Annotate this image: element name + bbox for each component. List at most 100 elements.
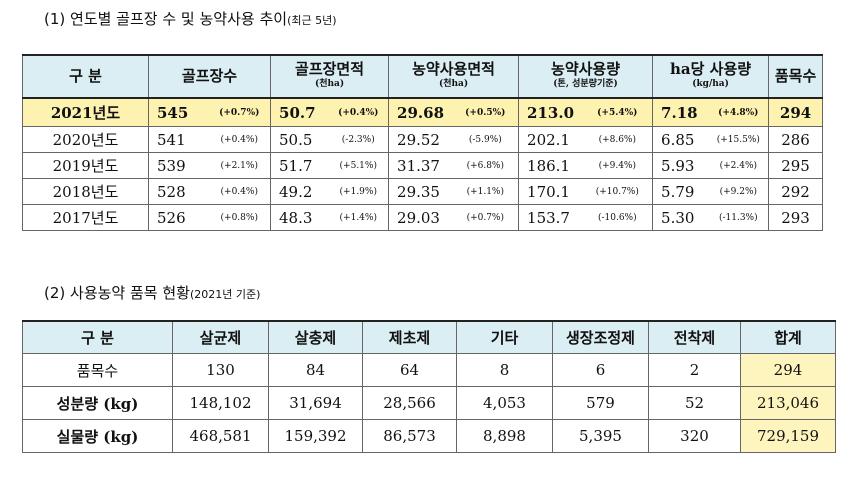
header-cell: 기타 bbox=[456, 320, 553, 354]
value-cell: 64 bbox=[362, 353, 457, 387]
change-cell: (-2.3%) bbox=[328, 126, 390, 153]
value-cell: 50.7 bbox=[270, 97, 329, 127]
value-cell: 541 bbox=[148, 126, 209, 153]
header-cell: 골프장수 bbox=[147, 54, 272, 99]
value-cell: 526 bbox=[148, 204, 209, 231]
value-cell: 186.1 bbox=[518, 152, 583, 179]
change-cell: (+5.1%) bbox=[328, 152, 390, 179]
change-cell: (+1.4%) bbox=[328, 204, 390, 231]
header-label: 구 분 bbox=[69, 67, 102, 85]
row-label: 2020년도 bbox=[22, 126, 149, 153]
value-cell: 213.0 bbox=[518, 97, 583, 127]
title-note: (최근 5년) bbox=[287, 14, 337, 27]
header-cell: 농약사용면적 (천ha) bbox=[388, 54, 520, 99]
header-cell: 제초제 bbox=[362, 320, 457, 354]
value-cell: 320 bbox=[648, 419, 741, 453]
change-cell: (+4.8%) bbox=[708, 97, 770, 127]
change-cell: (+0.7%) bbox=[452, 204, 520, 231]
value-cell: 130 bbox=[172, 353, 269, 387]
value-cell: 292 bbox=[768, 178, 824, 205]
value-cell: 6 bbox=[552, 353, 649, 387]
value-cell: 29.52 bbox=[388, 126, 453, 153]
value-cell: 49.2 bbox=[270, 178, 329, 205]
change-cell: (+15.5%) bbox=[708, 126, 770, 153]
value-cell: 729,159 bbox=[740, 419, 836, 453]
header-sub: (kg/ha) bbox=[692, 78, 729, 89]
value-cell: 5.93 bbox=[652, 152, 709, 179]
header-label: 골프장수 bbox=[181, 67, 238, 85]
value-cell: 51.7 bbox=[270, 152, 329, 179]
change-cell: (+0.4%) bbox=[208, 126, 272, 153]
change-cell: (+10.7%) bbox=[582, 178, 654, 205]
change-cell: (-5.9%) bbox=[452, 126, 520, 153]
header-cell: ha당 사용량 (kg/ha) bbox=[652, 54, 770, 99]
change-cell: (+1.9%) bbox=[328, 178, 390, 205]
value-cell: 4,053 bbox=[456, 386, 553, 420]
header-cell: 농약사용량 (톤, 성분량기준) bbox=[518, 54, 654, 99]
header-sub: (톤, 성분량기준) bbox=[553, 78, 618, 89]
value-cell: 52 bbox=[648, 386, 741, 420]
value-cell: 50.5 bbox=[270, 126, 329, 153]
value-cell: 5,395 bbox=[552, 419, 649, 453]
value-cell: 5.30 bbox=[652, 204, 709, 231]
value-cell: 6.85 bbox=[652, 126, 709, 153]
table-row: 실물량 (kg) 468,581 159,392 86,573 8,898 5,395 32… bbox=[22, 419, 836, 453]
row-label: 2021년도 bbox=[22, 97, 149, 127]
table-trend: 구 분 골프장수 골프장면적 (천ha) 농약사용면적 (천ha) 농약사용량 (톤, 성분량… bbox=[22, 54, 824, 231]
change-cell: (-11.3%) bbox=[708, 204, 770, 231]
row-label: 실물량 (kg) bbox=[22, 419, 173, 453]
row-label: 품목수 bbox=[22, 353, 173, 387]
value-cell: 84 bbox=[268, 353, 363, 387]
value-cell: 545 bbox=[148, 97, 209, 127]
header-cell: 생장조정제 bbox=[552, 320, 649, 354]
row-label: 2018년도 bbox=[22, 178, 149, 205]
value-cell: 8,898 bbox=[456, 419, 553, 453]
header-cell: 구 분 bbox=[22, 54, 149, 99]
value-cell: 159,392 bbox=[268, 419, 363, 453]
header-sub: (천ha) bbox=[438, 78, 469, 89]
section-title: (2) 사용농약 품목 현황(2021년 기준) bbox=[44, 282, 260, 303]
header-label: 농약사용량 bbox=[551, 59, 621, 78]
change-cell: (+6.8%) bbox=[452, 152, 520, 179]
title-text: (1) 연도별 골프장 수 및 농약사용 추이 bbox=[44, 10, 288, 28]
table-row: 품목수 130 84 64 8 6 2 294 bbox=[22, 353, 836, 387]
change-cell: (+1.1%) bbox=[452, 178, 520, 205]
change-cell: (+0.4%) bbox=[328, 97, 390, 127]
table-row: 2017년도 526 (+0.8%) 48.3 (+1.4%) 29.03 (+0.7%) 1… bbox=[22, 204, 824, 231]
header-cell: 전착제 bbox=[648, 320, 741, 354]
table-row: 2019년도 539 (+2.1%) 51.7 (+5.1%) 31.37 (+6.8%) 1… bbox=[22, 152, 824, 179]
value-cell: 468,581 bbox=[172, 419, 269, 453]
value-cell: 8 bbox=[456, 353, 553, 387]
value-cell: 86,573 bbox=[362, 419, 457, 453]
value-cell: 286 bbox=[768, 126, 824, 153]
title-note: (2021년 기준) bbox=[189, 288, 261, 301]
header-cell: 살균제 bbox=[172, 320, 269, 354]
change-cell: (+8.6%) bbox=[582, 126, 654, 153]
header-label: 골프장면적 bbox=[295, 59, 365, 78]
value-cell: 579 bbox=[552, 386, 649, 420]
value-cell: 213,046 bbox=[740, 386, 836, 420]
value-cell: 29.35 bbox=[388, 178, 453, 205]
header-cell: 살충제 bbox=[268, 320, 363, 354]
header-label: 품목수 bbox=[774, 67, 817, 85]
value-cell: 148,102 bbox=[172, 386, 269, 420]
value-cell: 170.1 bbox=[518, 178, 583, 205]
section-title: (1) 연도별 골프장 수 및 농약사용 추이(최근 5년) bbox=[44, 8, 337, 29]
value-cell: 293 bbox=[768, 204, 824, 231]
change-cell: (+0.4%) bbox=[208, 178, 272, 205]
value-cell: 7.18 bbox=[652, 97, 709, 127]
value-cell: 539 bbox=[148, 152, 209, 179]
change-cell: (+5.4%) bbox=[582, 97, 654, 127]
value-cell: 294 bbox=[768, 97, 824, 127]
header-cell: 합계 bbox=[740, 320, 836, 354]
header-label: 농약사용면적 bbox=[412, 59, 495, 78]
table-row: 2021년도 545 (+0.7%) 50.7 (+0.4%) 29.68 (+0.5%) 2… bbox=[22, 97, 824, 127]
table-row: 2020년도 541 (+0.4%) 50.5 (-2.3%) 29.52 (-5.9%) 2… bbox=[22, 126, 824, 153]
value-cell: 295 bbox=[768, 152, 824, 179]
row-label: 성분량 (kg) bbox=[22, 386, 173, 420]
header-label: ha당 사용량 bbox=[670, 59, 752, 78]
value-cell: 28,566 bbox=[362, 386, 457, 420]
change-cell: (+0.5%) bbox=[452, 97, 520, 127]
value-cell: 29.03 bbox=[388, 204, 453, 231]
